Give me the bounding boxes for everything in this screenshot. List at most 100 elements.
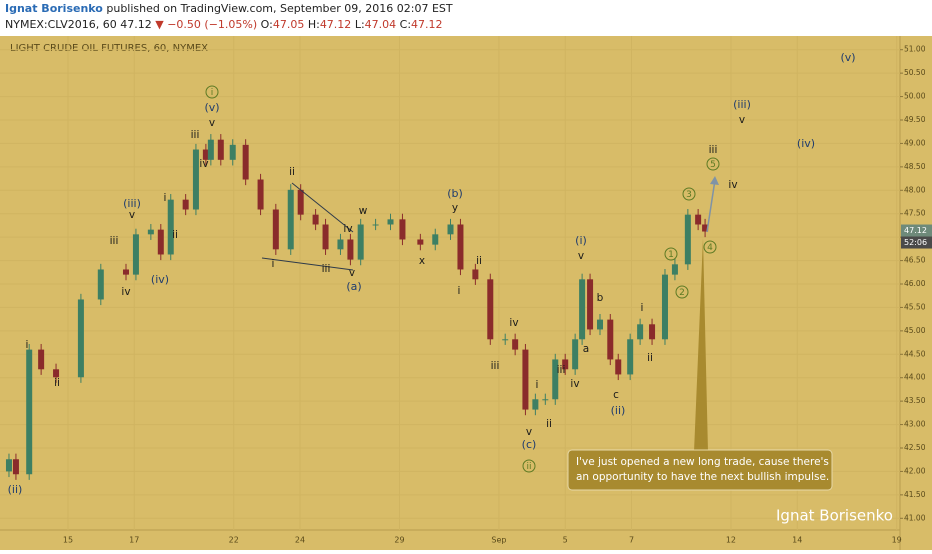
wave-label: iv	[121, 286, 130, 298]
candle-body	[207, 139, 214, 160]
wave-label: iii	[110, 235, 119, 247]
wave-label: (ii)	[8, 483, 23, 496]
candle-body	[661, 274, 668, 340]
candle-body	[542, 399, 549, 401]
wave-label: 2	[679, 288, 685, 298]
callout-box	[567, 449, 833, 491]
author[interactable]: Ignat Borisenko	[5, 2, 103, 15]
candle-body	[372, 224, 379, 226]
wave-label: (ii)	[611, 404, 626, 417]
wave-label: (iv)	[151, 273, 169, 286]
wave-circle	[706, 157, 720, 171]
wave-label: (c)	[522, 438, 537, 451]
trend-line	[261, 257, 354, 271]
y-tick-label: 41.00	[904, 513, 926, 522]
candle-body	[572, 339, 579, 370]
y-tick-label: 43.50	[904, 396, 926, 405]
o-label: O:	[261, 18, 273, 31]
y-tick-label: 46.50	[904, 256, 926, 265]
wave-label: iv	[199, 158, 208, 170]
wave-circle	[522, 459, 536, 473]
wave-label: iv	[509, 317, 518, 329]
header-line-1: Ignat Borisenko published on TradingView…	[5, 2, 453, 15]
candle-body	[257, 179, 264, 210]
wave-label: i	[536, 379, 539, 391]
candle-body	[607, 319, 614, 360]
wave-label: iii	[557, 364, 566, 376]
wave-label: ii	[476, 255, 482, 267]
wave-label: (iii)	[123, 197, 141, 210]
header-line-2: NYMEX:CLV2016, 60 47.12 ▼ −0.50 (−1.05%)…	[5, 18, 443, 31]
wave-label: ii	[54, 377, 60, 389]
candle-body	[502, 339, 509, 341]
h-label: H:	[308, 18, 320, 31]
wave-label: v	[129, 209, 135, 221]
candle-body	[53, 369, 60, 378]
wave-label: iv	[570, 378, 579, 390]
candle-body	[522, 349, 529, 410]
x-tick-label: 17	[129, 536, 139, 545]
wave-label: iv	[343, 223, 352, 235]
wave-label: iii	[709, 144, 718, 156]
c-label: C:	[400, 18, 411, 31]
candle-body	[312, 214, 319, 225]
candle-body	[579, 279, 586, 340]
candle-body	[357, 224, 364, 260]
y-tick-label: 44.50	[904, 349, 926, 358]
wave-label: (v)	[840, 51, 855, 64]
candle-body	[587, 279, 594, 330]
candle-body	[562, 359, 569, 370]
candle-body	[472, 269, 479, 280]
projection-arrowhead	[710, 176, 719, 185]
wave-label: ii	[172, 229, 178, 241]
wave-label: i	[164, 192, 167, 204]
callout-pointer	[694, 238, 708, 452]
y-tick-label: 48.00	[904, 185, 926, 194]
candle-body	[272, 209, 279, 250]
y-tick-label: 51.00	[904, 45, 926, 54]
candle-body	[457, 224, 464, 270]
wave-label: w	[359, 205, 368, 217]
candle-body	[97, 269, 104, 300]
price-tag-bg	[901, 224, 932, 237]
callout-text: I've just opened a new long trade, cause…	[576, 456, 829, 468]
wave-label: ii	[526, 462, 531, 472]
y-tick-label: 42.00	[904, 466, 926, 475]
wave-label: (i)	[575, 234, 587, 247]
candle-body	[347, 239, 354, 260]
candle-body	[532, 399, 539, 410]
wave-label: 4	[707, 243, 713, 253]
y-tick-label: 42.50	[904, 443, 926, 452]
wave-label: y	[452, 202, 458, 214]
trend-line	[291, 182, 354, 233]
y-tick-label: 44.00	[904, 373, 926, 382]
x-tick-label: 24	[295, 536, 305, 545]
wave-label: x	[419, 255, 425, 267]
y-tick-label: 47.50	[904, 209, 926, 218]
wave-label: i	[458, 285, 461, 297]
grid	[0, 36, 900, 530]
wave-label: ii	[289, 166, 295, 178]
wave-label: 3	[686, 190, 692, 200]
candle-body	[512, 339, 519, 350]
candle-body	[447, 224, 454, 235]
wave-label: 1	[668, 250, 674, 260]
axes: 41.00 41.50 42.00 42.50 43.00 43.50 44.00 44.50…	[63, 45, 932, 545]
candle-body	[157, 229, 164, 255]
candle-body	[695, 214, 702, 225]
candle-body	[637, 324, 644, 340]
wave-label: 5	[710, 160, 716, 170]
y-tick-label: 49.50	[904, 115, 926, 124]
y-tick-label: 46.00	[904, 279, 926, 288]
wave-circle	[682, 187, 696, 201]
candle-body	[615, 359, 622, 375]
wave-label: (a)	[346, 280, 361, 293]
candle-body	[26, 349, 33, 475]
wave-label: iv	[728, 179, 737, 191]
candle-body	[684, 214, 691, 265]
candle-body	[287, 189, 294, 250]
wave-circle	[703, 240, 717, 254]
candle-body	[182, 199, 189, 210]
wave-label: i	[641, 302, 644, 314]
